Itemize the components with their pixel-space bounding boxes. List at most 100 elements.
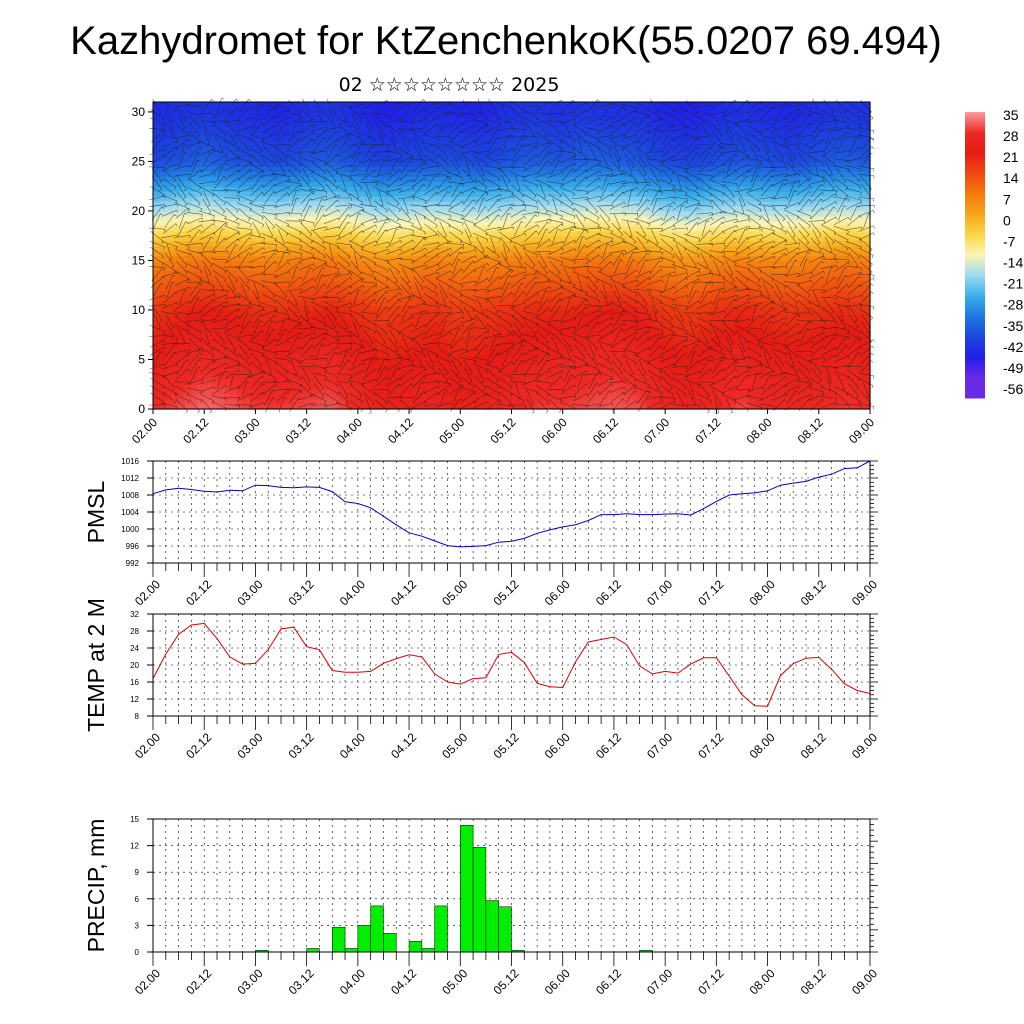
heatmap-cell — [204, 309, 212, 316]
heatmap-cell — [453, 354, 461, 361]
heatmap-cell — [306, 126, 314, 133]
heatmap-cell — [345, 196, 353, 202]
heatmap-cell — [300, 295, 308, 301]
heatmap-cell — [377, 205, 385, 212]
heatmap-cell — [306, 141, 314, 148]
heatmap-cell — [300, 300, 308, 306]
heatmap-cell — [607, 245, 615, 252]
heatmap-cell — [575, 176, 583, 182]
heatmap-cell — [236, 349, 244, 356]
heatmap-cell — [255, 334, 263, 341]
heatmap-cell — [645, 265, 653, 271]
heatmap-cell — [652, 106, 660, 113]
heatmap-cell — [338, 265, 346, 271]
heatmap-cell — [153, 215, 160, 222]
heatmap-cell — [377, 151, 385, 158]
heatmap-cell — [473, 205, 481, 212]
heatmap-cell — [396, 136, 404, 143]
heatmap-cell — [549, 314, 557, 321]
heatmap-cell — [332, 205, 340, 212]
heatmap-cell — [217, 300, 225, 306]
heatmap-cell — [562, 339, 570, 346]
heatmap-cell — [556, 319, 564, 326]
heatmap-cell — [300, 270, 308, 276]
heatmap-cell — [409, 260, 417, 266]
heatmap-cell — [364, 354, 372, 361]
heatmap-cell — [153, 399, 160, 405]
heatmap-cell — [594, 126, 602, 133]
heatmap-cell — [473, 250, 481, 257]
heatmap-cell — [313, 240, 321, 247]
heatmap-cell — [473, 201, 481, 207]
heatmap-cell — [351, 245, 359, 252]
heatmap-cell — [505, 146, 513, 153]
heatmap-cell — [287, 230, 295, 237]
heatmap-cell — [556, 290, 564, 296]
heatmap-cell — [505, 309, 513, 316]
heatmap-cell — [421, 374, 429, 380]
heatmap-cell — [453, 230, 461, 237]
heatmap-cell — [242, 186, 250, 192]
heatmap-cell — [645, 210, 653, 217]
heatmap-cell — [421, 305, 429, 311]
heatmap-cell — [313, 151, 321, 158]
heatmap-cell — [389, 354, 397, 361]
heatmap-cell — [313, 186, 321, 192]
heatmap-cell — [197, 171, 205, 177]
heatmap-cell — [229, 404, 237, 410]
heatmap-cell — [549, 215, 557, 222]
heatmap-cell — [569, 260, 577, 266]
heatmap-cell — [217, 265, 225, 271]
heatmap-cell — [165, 399, 173, 405]
heatmap-cell — [249, 225, 257, 232]
heatmap-cell — [383, 116, 391, 123]
heatmap-cell — [498, 166, 506, 172]
heatmap-cell — [626, 151, 634, 158]
heatmap-cell — [524, 255, 532, 262]
heatmap-cell — [357, 374, 365, 380]
heatmap-cell — [447, 329, 455, 336]
heatmap-cell — [556, 156, 564, 163]
heatmap-cell — [537, 191, 545, 197]
heatmap-cell — [172, 260, 180, 266]
heatmap-cell — [485, 131, 493, 138]
heatmap-cell — [511, 255, 519, 262]
heatmap-cell — [447, 121, 455, 128]
heatmap-cell — [345, 319, 353, 326]
heatmap-cell — [626, 384, 634, 390]
heatmap-cell — [517, 220, 525, 227]
heatmap-cell — [364, 275, 372, 281]
heatmap-cell — [306, 136, 314, 143]
heatmap-cell — [402, 240, 410, 247]
heatmap-cell — [492, 270, 500, 276]
heatmap-cell — [223, 245, 231, 252]
heatmap-cell — [415, 324, 423, 331]
heatmap-cell — [306, 171, 314, 177]
heatmap-cell — [543, 344, 551, 351]
heatmap-cell — [524, 146, 532, 153]
heatmap-cell — [383, 191, 391, 197]
heatmap-cell — [505, 215, 513, 222]
heatmap-cell — [268, 394, 276, 400]
heatmap-cell — [197, 404, 205, 410]
heatmap-cell — [441, 121, 449, 128]
heatmap-cell — [537, 111, 545, 118]
heatmap-cell — [345, 394, 353, 400]
heatmap-cell — [255, 374, 263, 380]
heatmap-cell — [370, 205, 378, 212]
heatmap-cell — [562, 319, 570, 326]
heatmap-cell — [306, 280, 314, 286]
heatmap-cell — [389, 384, 397, 390]
heatmap-cell — [172, 181, 180, 187]
heatmap-cell — [562, 102, 570, 108]
heatmap-cell — [639, 191, 647, 197]
heatmap-cell — [300, 349, 308, 356]
heatmap-cell — [485, 126, 493, 133]
heatmap-cell — [626, 131, 634, 138]
heatmap-cell — [172, 131, 180, 138]
heatmap-cell — [396, 300, 404, 306]
heatmap-cell — [300, 359, 308, 366]
heatmap-cell — [569, 230, 577, 237]
heatmap-cell — [370, 275, 378, 281]
heatmap-cell — [485, 260, 493, 266]
